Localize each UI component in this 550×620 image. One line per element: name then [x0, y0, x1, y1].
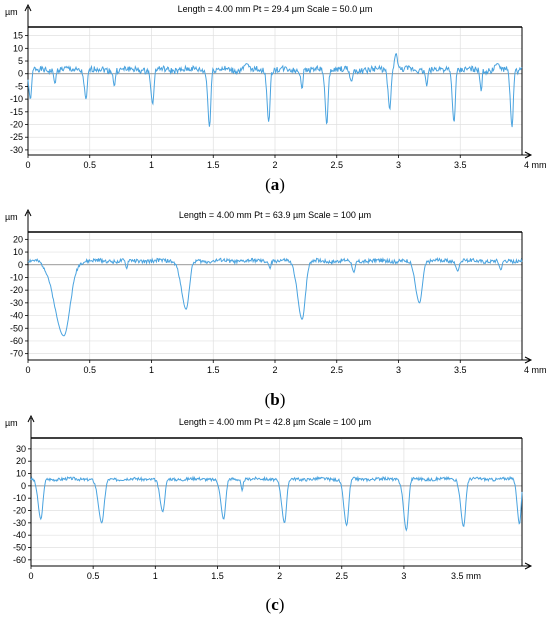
profile-line — [27, 53, 523, 128]
chart-header: Length = 4.00 mm Pt = 29.4 µm Scale = 50… — [178, 4, 373, 14]
x-axis-arrow — [524, 562, 533, 570]
x-unit-label: 3.5 mm — [451, 571, 481, 581]
x-tick-label: 1.5 — [211, 571, 224, 581]
y-tick-label: -15 — [10, 107, 23, 117]
profile-line — [27, 257, 523, 337]
chart-header: Length = 4.00 mm Pt = 63.9 µm Scale = 10… — [179, 210, 371, 220]
y-tick-label: 10 — [13, 247, 23, 257]
y-tick-label: -40 — [10, 311, 23, 321]
y-tick-label: -10 — [13, 493, 26, 503]
y-tick-label: -30 — [13, 518, 26, 528]
x-tick-label: 1 — [149, 160, 154, 170]
x-tick-label: 1 — [149, 365, 154, 375]
y-axis-arrow — [24, 3, 32, 12]
x-tick-label: 3.5 — [454, 160, 467, 170]
x-tick-label: 2 — [277, 571, 282, 581]
x-axis-arrow — [524, 151, 533, 159]
y-unit-label: µm — [5, 7, 18, 17]
y-tick-label: 5 — [18, 56, 23, 66]
x-tick-label: 0 — [25, 365, 30, 375]
x-tick-label: 0.5 — [83, 160, 96, 170]
y-tick-label: 15 — [13, 31, 23, 41]
chart-header: Length = 4.00 mm Pt = 42.8 µm Scale = 10… — [179, 417, 371, 427]
x-tick-label: 3 — [396, 365, 401, 375]
y-axis-arrow — [24, 208, 32, 217]
y-tick-label: 10 — [16, 469, 26, 479]
y-tick-label: -30 — [10, 298, 23, 308]
x-tick-label: 3.5 — [454, 365, 467, 375]
chart-panel-a: Length = 4.00 mm Pt = 29.4 µm Scale = 50… — [5, 3, 547, 194]
y-unit-label: µm — [5, 418, 18, 428]
x-tick-label: 2 — [272, 365, 277, 375]
panel-caption: (a) — [265, 175, 285, 194]
y-tick-label: -30 — [10, 145, 23, 155]
x-tick-label: 1 — [153, 571, 158, 581]
y-tick-label: -70 — [10, 349, 23, 359]
y-tick-label: -10 — [10, 94, 23, 104]
y-tick-label: -10 — [10, 272, 23, 282]
profile-line — [30, 475, 523, 532]
x-tick-label: 1.5 — [207, 160, 220, 170]
y-tick-label: 20 — [16, 456, 26, 466]
y-tick-label: -40 — [13, 530, 26, 540]
panel-caption: (b) — [265, 390, 286, 409]
x-axis-arrow — [524, 356, 533, 364]
x-tick-label: 0.5 — [83, 365, 96, 375]
x-unit-label: 4 mm — [524, 160, 547, 170]
x-tick-label: 0 — [25, 160, 30, 170]
y-tick-label: 10 — [13, 43, 23, 53]
y-tick-label: -50 — [13, 543, 26, 553]
x-tick-label: 2 — [272, 160, 277, 170]
x-tick-label: 0.5 — [87, 571, 100, 581]
y-unit-label: µm — [5, 212, 18, 222]
x-tick-label: 3 — [396, 160, 401, 170]
panel-caption: (c) — [266, 595, 285, 614]
x-tick-label: 2.5 — [330, 160, 343, 170]
y-tick-label: -5 — [15, 81, 23, 91]
y-tick-label: -60 — [13, 555, 26, 565]
x-tick-label: 2.5 — [330, 365, 343, 375]
y-tick-label: -20 — [10, 120, 23, 130]
x-unit-label: 4 mm — [524, 365, 547, 375]
y-tick-label: 30 — [16, 444, 26, 454]
x-tick-label: 2.5 — [336, 571, 349, 581]
chart-panel-c: Length = 4.00 mm Pt = 42.8 µm Scale = 10… — [5, 414, 533, 614]
y-tick-label: -50 — [10, 323, 23, 333]
chart-panel-b: Length = 4.00 mm Pt = 63.9 µm Scale = 10… — [5, 208, 547, 409]
y-tick-label: -60 — [10, 336, 23, 346]
y-tick-label: 20 — [13, 234, 23, 244]
x-tick-label: 1.5 — [207, 365, 220, 375]
y-tick-label: -20 — [13, 506, 26, 516]
y-tick-label: 0 — [18, 260, 23, 270]
y-tick-label: 0 — [21, 481, 26, 491]
y-axis-arrow — [27, 414, 35, 423]
x-tick-label: 3 — [401, 571, 406, 581]
y-tick-label: -20 — [10, 285, 23, 295]
y-tick-label: -25 — [10, 132, 23, 142]
y-tick-label: 0 — [18, 69, 23, 79]
x-tick-label: 0 — [28, 571, 33, 581]
